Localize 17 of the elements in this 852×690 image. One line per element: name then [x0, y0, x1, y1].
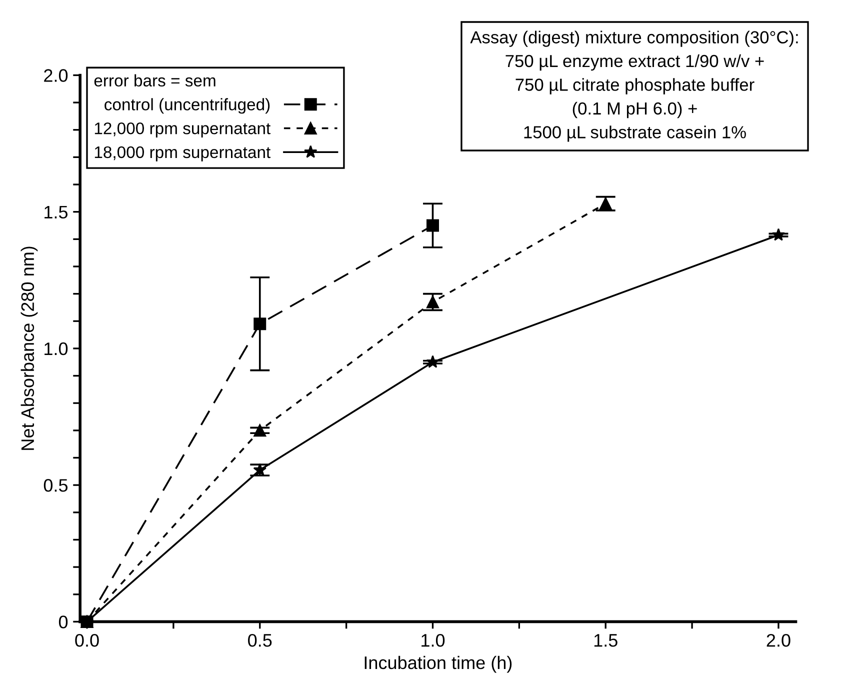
x-tick-label: 1.0 — [422, 634, 445, 647]
x-tick-label: 2.0 — [766, 634, 790, 647]
legend-label: control (uncentrifuged) — [104, 98, 270, 114]
legend-title: error bars = sem — [94, 74, 216, 87]
annotation: Assay (digest) mixture composition (30°C): 750 µL enzyme extract 1/90 w/v + 750 µL citrate phosphate buffer (0.1 M pH 6.0) + 1500 µL substrate casein 1% — [470, 30, 798, 142]
x-axis-title: Incubation time (h) — [364, 656, 512, 673]
x-tick-label: 0.0 — [75, 634, 99, 647]
y-axis-title: Net Absorbance (280 nm) — [20, 246, 38, 450]
y-tick-label: 1.0 — [44, 342, 68, 356]
legend-label: 12,000 rpm supernatant — [94, 122, 271, 138]
y-tick-label: 0.5 — [44, 479, 68, 492]
legend-label: 18,000 rpm supernatant — [94, 146, 271, 162]
x-tick-label: 0.5 — [248, 634, 272, 647]
y-tick-label: 2.0 — [44, 69, 68, 82]
x-tick-label: 1.5 — [594, 634, 618, 647]
y-tick-label: 0 — [58, 616, 68, 628]
y-tick-label: 1.5 — [44, 206, 68, 219]
